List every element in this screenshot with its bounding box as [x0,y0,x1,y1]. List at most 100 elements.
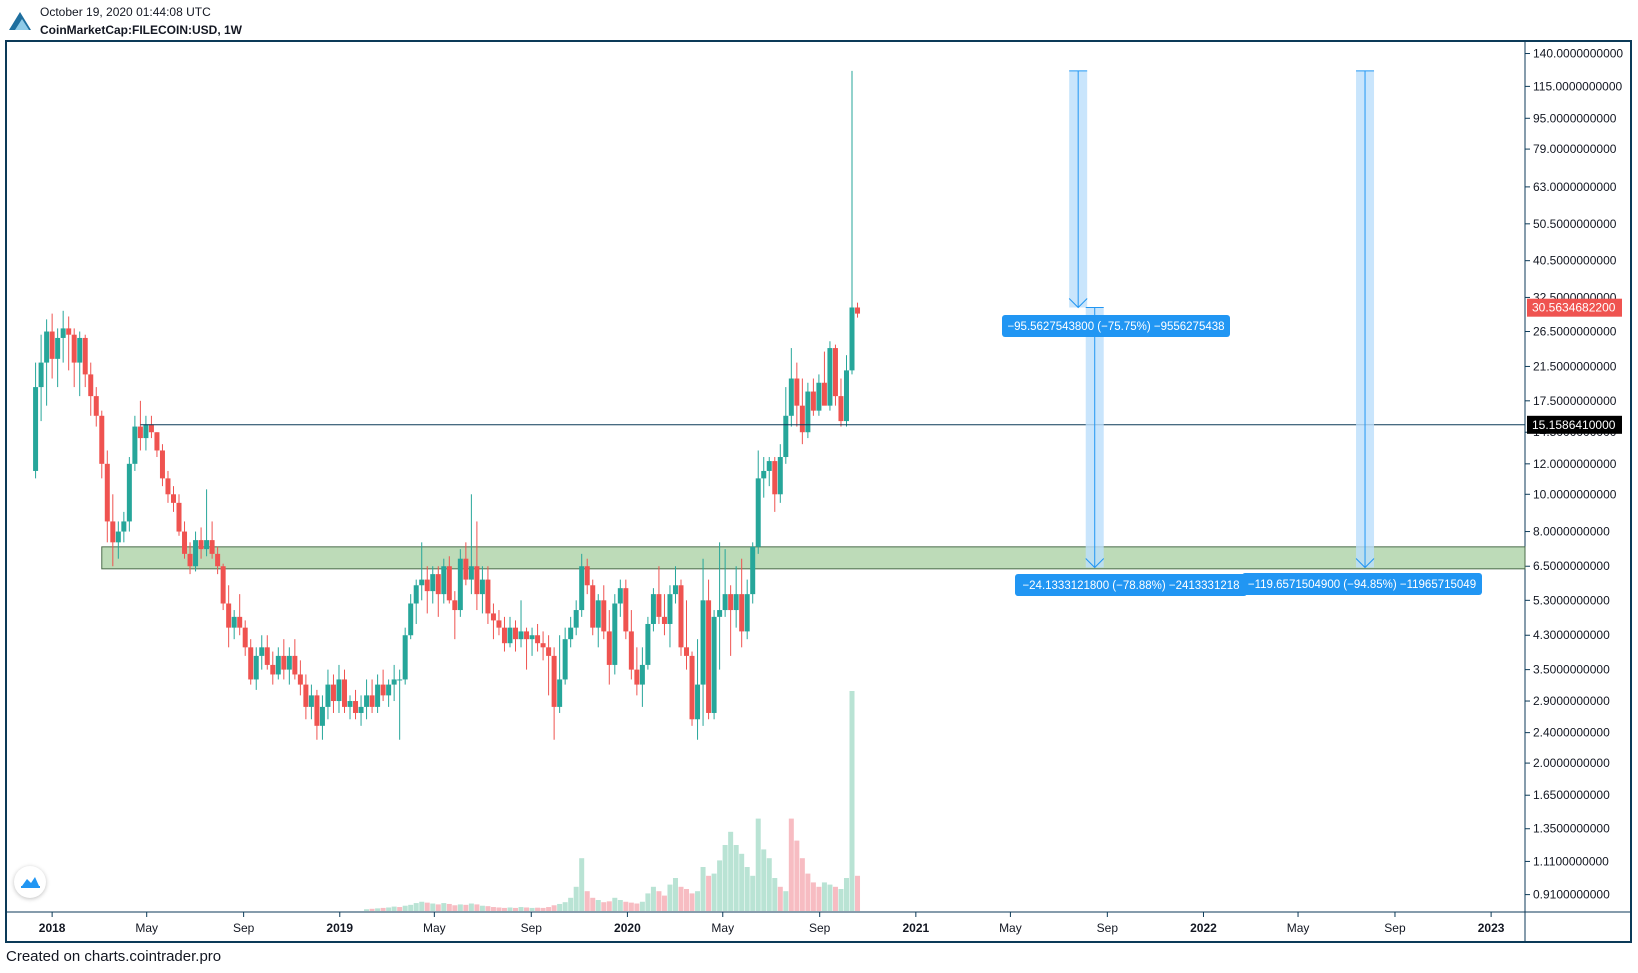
candle-body [750,546,756,595]
candle-body [661,616,667,624]
candle-body [419,579,425,586]
footer-credit: Created on charts.cointrader.pro [6,948,222,965]
candle-body [148,424,154,433]
x-tick-label: Sep [521,921,543,935]
tradingview-badge[interactable] [14,866,46,898]
candle-body [501,627,507,644]
candle-body [728,594,734,611]
measure-label-box [1002,315,1230,337]
x-tick-label: 2018 [39,921,66,935]
candle-body [595,600,601,628]
x-tick-label: Sep [809,921,831,935]
x-tick-label: 2022 [1190,921,1217,935]
candle-body [325,684,331,707]
candle-body [496,620,502,628]
candle-body [226,603,232,628]
volume-bar [529,907,535,911]
candle-body [667,594,673,624]
candle-body [71,334,77,363]
candle-body [115,531,121,543]
y-tick-label: 2.0000000000 [1533,756,1610,770]
candle-body [137,426,143,439]
y-tick-label: 12.0000000000 [1533,457,1617,471]
candle-body [121,521,127,532]
y-tick-label: 21.5000000000 [1533,359,1617,373]
cointrader-logo [9,12,31,30]
candle-body [292,655,298,675]
y-tick-label: 1.1100000000 [1533,854,1609,868]
volume-bar [744,867,750,911]
y-tick-label: 2.9000000000 [1533,694,1610,708]
candle-body [783,415,789,458]
candle-body [297,674,303,685]
volume-bar [838,889,844,911]
candle-body [369,695,375,707]
y-tick-label: 6.5000000000 [1533,559,1610,573]
x-tick-label: 2023 [1478,921,1505,935]
volume-bar [684,889,690,911]
volume-bar [369,908,375,911]
candle-body [77,337,83,363]
candle-body [165,478,171,495]
volume-bar [441,903,447,911]
candle-body [832,348,838,397]
volume-bar [634,903,640,911]
candle-body [303,684,309,707]
candle-body [816,382,822,411]
volume-bar [485,906,491,911]
candle-body [772,461,778,495]
volume-bar [568,897,574,911]
measure-label-box [1242,573,1482,595]
candle-body [319,706,325,726]
candle-body [66,328,72,335]
candle-body [38,362,44,388]
current-price-tag [1527,298,1622,317]
volume-bar [606,901,612,911]
candle-body [634,669,640,685]
volume-bar [816,886,822,911]
volume-bar [452,905,458,911]
volume-bar [408,904,414,911]
measure-label: −95.5627543800 (−75.75%) −9556275438 [1007,321,1224,333]
candle-body [176,502,182,532]
candle-body [170,494,176,503]
volume-bar [700,867,706,911]
measure-arrowhead [1355,558,1375,569]
volume-bar [617,900,623,911]
volume-bar [402,905,408,911]
volume-bar [821,882,827,911]
candle-body [402,635,408,680]
candle-body [408,603,414,636]
candle-body [193,540,199,567]
volume-bar [430,903,436,911]
volume-bar [551,905,557,911]
x-tick-label: May [423,921,446,935]
candle-body [479,579,485,595]
y-tick-label: 4.3000000000 [1533,628,1610,642]
volume-bar [661,895,667,911]
volume-bar [397,907,403,911]
candle-body [286,655,292,670]
candle-body [529,635,535,640]
candle-body [452,600,458,611]
candle-body [678,585,684,648]
candle-body [386,684,392,696]
candle-body [579,566,585,611]
volume-bar [645,893,651,911]
volume-bar [540,907,546,911]
volume-bar [557,903,563,911]
candle-body [159,450,165,479]
candle-body [744,594,750,632]
candle-body [524,631,530,640]
tradingview-cloud-icon [21,877,40,888]
volume-bar [513,907,519,911]
volume-bar [628,902,634,911]
candle-body [788,378,794,416]
volume-bar [507,907,513,911]
candle-body [55,337,61,359]
candle-body [639,664,645,685]
volume-bar [435,904,441,911]
support-zone [101,546,1526,570]
volume-bar [832,886,838,911]
